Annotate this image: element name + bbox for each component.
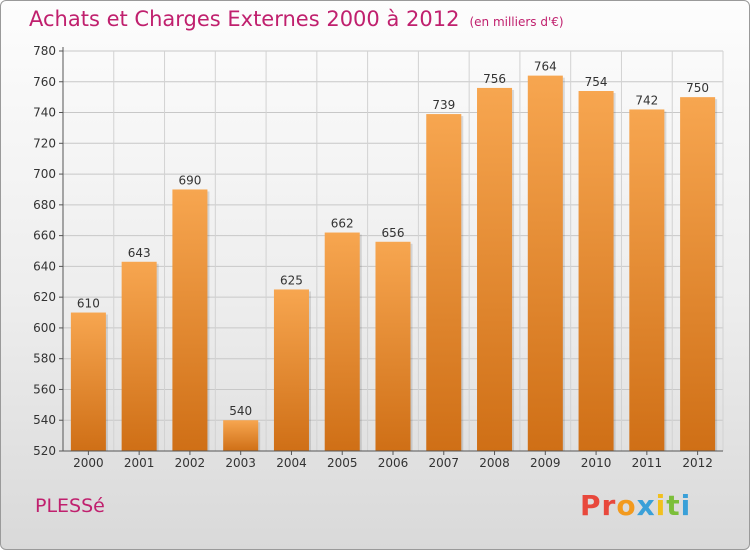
logo-letter: t [666,489,681,522]
logo-letter: i [680,489,692,522]
bar [70,312,106,451]
data-label: 754 [585,75,608,89]
bar [680,97,716,452]
data-label: 643 [128,246,151,260]
bar [223,420,259,451]
y-tick-label: 660 [33,229,56,243]
logo-letter: x [636,489,656,522]
y-tick-label: 680 [33,198,56,212]
data-label: 756 [483,72,506,86]
bar [477,87,513,451]
data-label: 750 [686,81,709,95]
y-tick-label: 620 [33,290,56,304]
x-tick-label: 2009 [530,456,561,470]
x-tick-label: 2012 [682,456,713,470]
y-tick-label: 580 [33,352,56,366]
labels: 520 540 560 580 600 620 640 660 680 700 720 740 760 7… [33,44,713,470]
data-label: 662 [331,217,354,231]
x-tick-label: 2010 [581,456,612,470]
bar [121,261,157,451]
bar [527,75,563,451]
x-tick-label: 2004 [276,456,307,470]
x-tick-label: 2002 [175,456,206,470]
y-tick-label: 540 [33,413,56,427]
x-tick-label: 2007 [428,456,459,470]
y-tick-label: 720 [33,136,56,150]
data-label: 690 [178,173,201,187]
y-tick-label: 520 [33,444,56,458]
bar [629,109,665,451]
bar [172,189,208,451]
x-tick-label: 2001 [124,456,155,470]
logo-letter: o [616,489,637,522]
data-label: 764 [534,60,557,74]
x-tick-label: 2003 [225,456,256,470]
x-tick-label: 2000 [73,456,104,470]
logo-letter: r [601,489,617,522]
y-tick-label: 700 [33,167,56,181]
x-tick-label: 2008 [479,456,510,470]
y-tick-label: 780 [33,44,56,58]
x-tick-label: 2005 [327,456,358,470]
y-tick-label: 740 [33,106,56,120]
bar [375,241,411,451]
y-tick-label: 640 [33,259,56,273]
bar [324,232,360,451]
bar [426,114,462,452]
chart-title-text: Achats et Charges Externes 2000 à 2012 [29,7,460,31]
data-label: 656 [382,226,405,240]
data-label: 742 [635,93,658,107]
commune-name: PLESSé [35,495,105,517]
y-tick-label: 760 [33,75,56,89]
x-tick-label: 2011 [632,456,663,470]
bar [273,289,309,451]
data-label: 540 [229,404,252,418]
bars [70,75,718,452]
logo-letter: i [655,489,667,522]
data-label: 625 [280,273,303,287]
logo-letter: P [580,489,602,522]
proxiti-logo[interactable]: Proxiti [580,489,691,522]
data-label: 739 [432,98,455,112]
y-tick-label: 600 [33,321,56,335]
bar [578,91,614,451]
chart-title: Achats et Charges Externes 2000 à 2012 (e… [29,7,564,31]
x-tick-label: 2006 [378,456,409,470]
axes [59,47,723,455]
y-tick-label: 560 [33,382,56,396]
data-label: 610 [77,297,100,311]
chart-unit: (en milliers d'€) [469,15,564,29]
